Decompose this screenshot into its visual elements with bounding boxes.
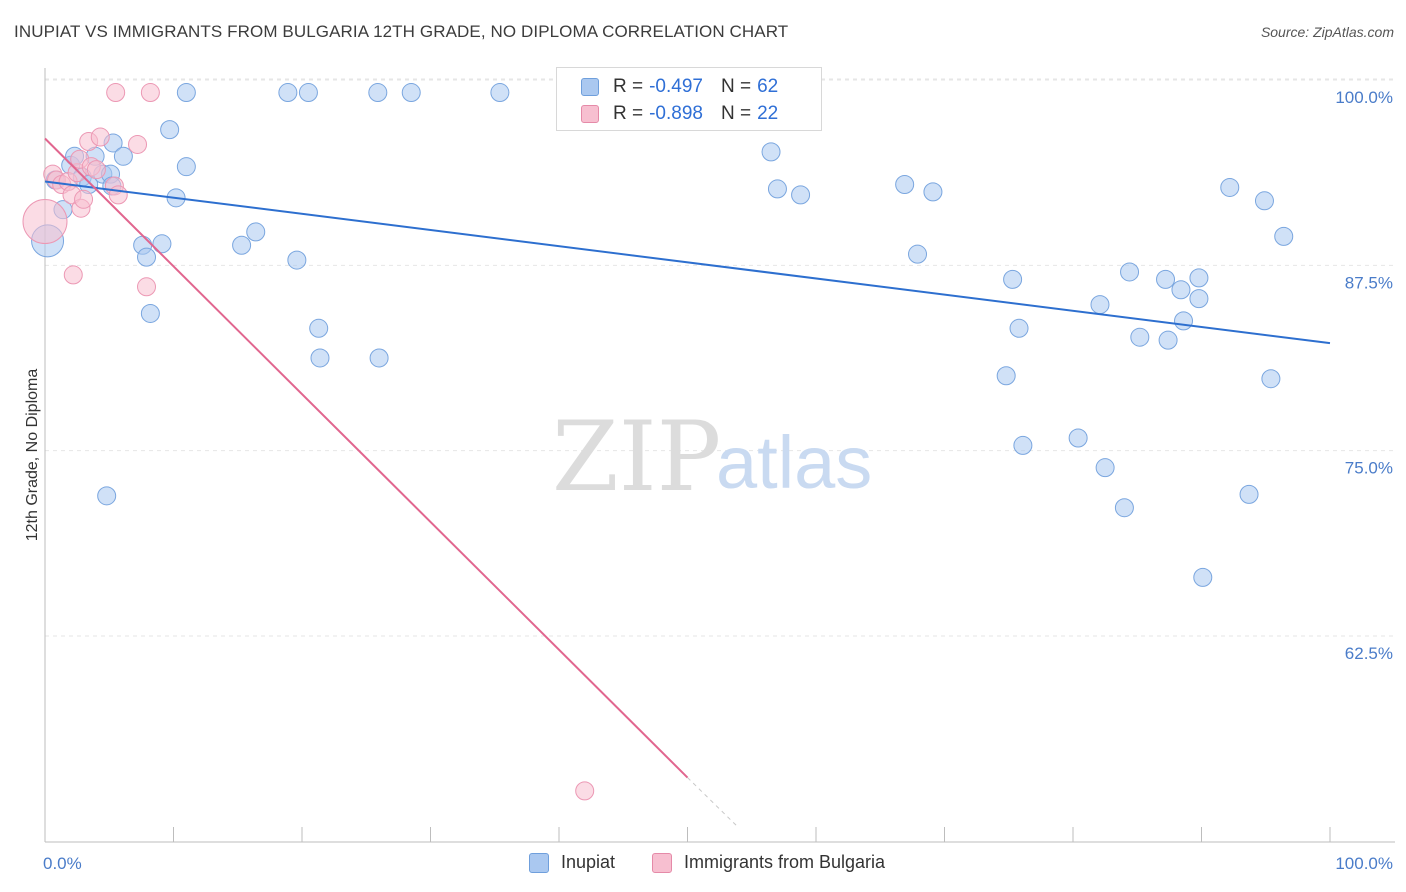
inupiat-point	[1003, 269, 1023, 289]
inupiat-point	[176, 83, 196, 103]
inupiat-point	[287, 250, 307, 270]
bulgaria-point	[106, 83, 126, 103]
bulgaria-point	[137, 277, 157, 297]
y-tick-label: 62.5%	[1345, 644, 1393, 663]
legend-r-label: R =	[613, 103, 644, 124]
bulgaria-point	[140, 83, 160, 103]
inupiat-point	[1120, 262, 1140, 282]
inupiat-point	[1254, 191, 1274, 211]
inupiat-point	[1114, 498, 1134, 518]
legend-item-inupiat[interactable]: Inupiat	[529, 852, 615, 873]
inupiat-point	[791, 185, 811, 205]
inupiat-point	[923, 182, 943, 202]
inupiat-point	[1171, 280, 1191, 300]
inupiat-point	[1009, 318, 1029, 338]
bulgaria-swatch-icon	[581, 105, 599, 123]
inupiat-point	[1239, 484, 1259, 504]
legend-n-value: 62	[757, 76, 779, 97]
y-tick-label: 75.0%	[1345, 459, 1393, 478]
inupiat-point	[113, 146, 133, 166]
bulgaria-point	[86, 160, 106, 180]
legend-n-value: 22	[757, 103, 779, 124]
inupiat-point	[1193, 567, 1213, 587]
inupiat-point	[176, 157, 196, 177]
inupiat-trend-line	[44, 180, 1331, 345]
inupiat-point	[369, 348, 389, 368]
x-tick-label: 100.0%	[1335, 854, 1393, 873]
inupiat-point	[137, 247, 157, 267]
legend-label: Immigrants from Bulgaria	[684, 852, 886, 872]
inupiat-swatch-icon	[581, 78, 599, 96]
inupiat-point	[1220, 177, 1240, 197]
source-credit: Source: ZipAtlas.com	[1260, 24, 1394, 40]
inupiat-point	[97, 486, 117, 506]
inupiat-point	[490, 83, 510, 103]
inupiat-point	[246, 222, 266, 242]
inupiat-point	[1174, 311, 1194, 331]
y-axis-label: 12th Grade, No Diploma	[24, 369, 41, 542]
inupiat-point	[232, 235, 252, 255]
bulgaria-point	[63, 265, 83, 285]
inupiat-point	[310, 348, 330, 368]
inupiat-point	[1095, 458, 1115, 478]
inupiat-point	[1130, 327, 1150, 347]
legend-r-value: -0.898	[649, 103, 703, 124]
bulgaria-point	[108, 185, 128, 205]
watermark-zip: ZIP	[552, 401, 721, 513]
legend-n-label: N =	[720, 103, 752, 124]
bulgaria-trend-line	[44, 137, 689, 779]
inupiat-point	[1274, 226, 1294, 246]
legend-r-value: -0.497	[649, 76, 703, 97]
legend-label: Inupiat	[561, 852, 616, 872]
inupiat-point	[1261, 369, 1281, 389]
inupiat-swatch-icon	[529, 852, 549, 873]
inupiat-point	[1090, 295, 1110, 315]
y-tick-label: 87.5%	[1345, 273, 1393, 292]
inupiat-point	[160, 120, 180, 140]
legend-n-label: N =	[720, 76, 752, 97]
bulgaria-swatch-icon	[652, 852, 672, 873]
inupiat-point	[298, 83, 318, 103]
trend-lines	[44, 137, 1331, 829]
inupiat-point	[767, 179, 787, 199]
legend-r-label: R =	[613, 76, 644, 97]
bulgaria-trend-extension	[687, 777, 740, 829]
series-legend: Inupiat Immigrants from Bulgaria	[0, 852, 1406, 878]
grid-lines	[45, 78, 1395, 637]
inupiat-point	[908, 244, 928, 264]
inupiat-point	[1189, 268, 1209, 288]
inupiat-point	[1013, 435, 1033, 455]
y-tick-label: 100.0%	[1335, 88, 1393, 107]
inupiat-point	[895, 174, 915, 194]
chart-title: INUPIAT VS IMMIGRANTS FROM BULGARIA 12TH…	[14, 22, 789, 41]
inupiat-point	[761, 142, 781, 162]
bulgaria-point	[575, 781, 595, 801]
axes	[44, 68, 1395, 843]
legend-row-bulgaria: R = -0.898 N = 22	[581, 101, 778, 127]
inupiat-point	[1189, 289, 1209, 309]
legend-item-bulgaria[interactable]: Immigrants from Bulgaria	[652, 852, 885, 873]
stats-legend: R = -0.497 N = 62 R = -0.898 N = 22	[556, 67, 822, 131]
inupiat-point	[1068, 428, 1088, 448]
inupiat-point	[1158, 330, 1178, 350]
legend-row-inupiat: R = -0.497 N = 62	[581, 74, 778, 100]
bulgaria-point	[74, 189, 94, 209]
inupiat-point	[401, 83, 421, 103]
bulgaria-point	[128, 134, 148, 154]
bulgaria-point	[22, 199, 68, 245]
tick-labels: 100.0% 87.5% 75.0% 62.5% 0.0% 100.0%	[43, 88, 1393, 873]
inupiat-point	[1156, 269, 1176, 289]
inupiat-point	[368, 83, 388, 103]
bulgaria-point	[90, 127, 110, 147]
inupiat-point	[152, 234, 172, 254]
inupiat-point	[309, 318, 329, 338]
inupiat-point	[996, 366, 1016, 386]
inupiat-point	[278, 83, 298, 103]
x-tick-label: 0.0%	[43, 854, 82, 873]
watermark-atlas: atlas	[716, 421, 872, 504]
inupiat-point	[140, 303, 160, 323]
